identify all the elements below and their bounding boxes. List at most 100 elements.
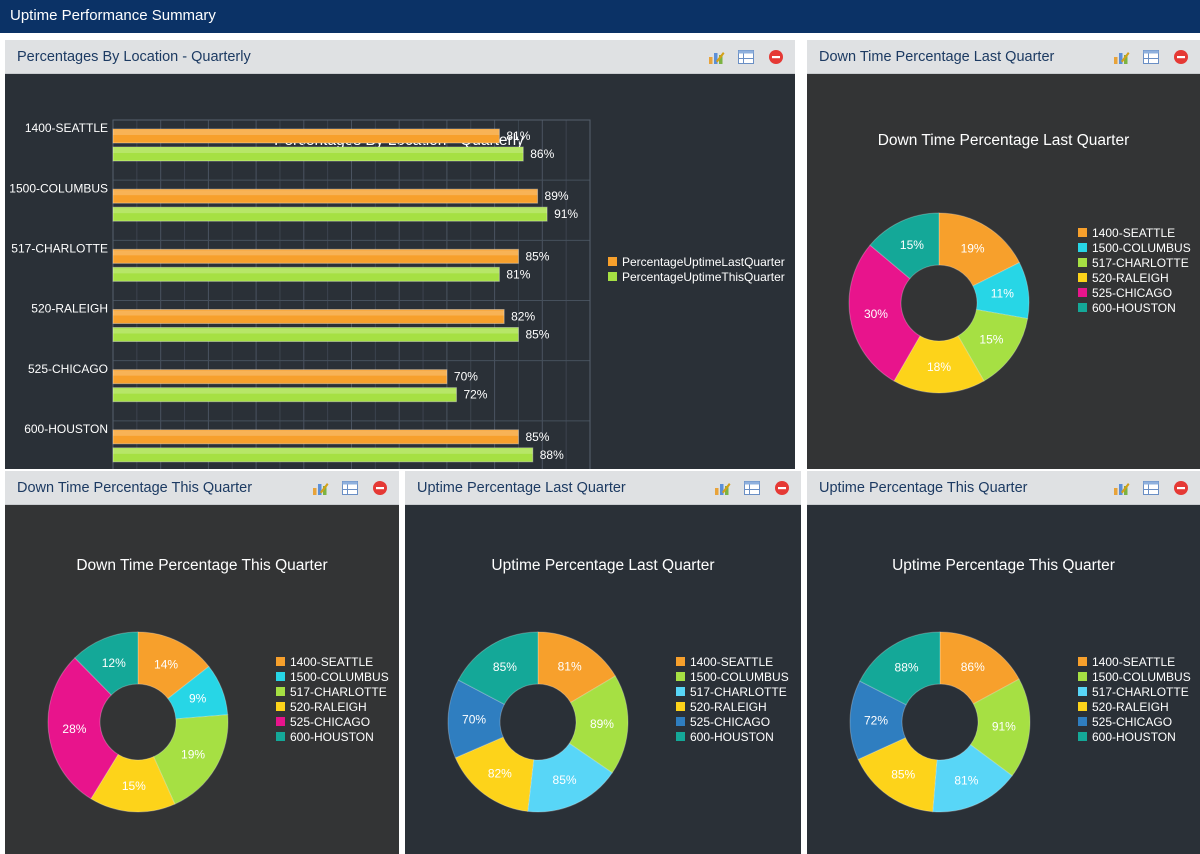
pie-slice[interactable] xyxy=(932,743,1013,813)
bar[interactable] xyxy=(112,128,500,144)
panel-title: Uptime Percentage Last Quarter xyxy=(417,480,626,496)
pie-slice[interactable] xyxy=(849,680,907,761)
bar[interactable] xyxy=(112,248,519,264)
pie-slice[interactable] xyxy=(537,631,617,704)
slice-label: 15% xyxy=(979,333,1003,347)
chart-type-icon[interactable] xyxy=(713,479,731,497)
bar-highlight xyxy=(113,388,457,394)
chart-title: Uptime Percentage Last Quarter xyxy=(491,557,714,574)
data-label: 88% xyxy=(540,448,564,462)
close-icon[interactable] xyxy=(767,48,785,66)
legend-swatch xyxy=(676,687,685,696)
pie-slice[interactable] xyxy=(972,261,1030,320)
legend-swatch xyxy=(276,657,285,666)
panel-percentages-by-location: Percentages By Location - Quarterly Perc… xyxy=(5,40,795,469)
chart-area: Down Time Percentage This Quarter 14% 9% 19… xyxy=(5,505,399,854)
pie-slice[interactable] xyxy=(447,679,506,759)
slice-label: 9% xyxy=(189,692,207,706)
pie-slice[interactable] xyxy=(857,737,938,813)
pie-slice[interactable] xyxy=(90,753,176,813)
slice-label: 82% xyxy=(488,766,512,780)
bar[interactable] xyxy=(112,429,519,445)
app-title: Uptime Performance Summary xyxy=(0,0,1200,33)
pie-slice[interactable] xyxy=(969,678,1031,777)
legend-swatch xyxy=(676,657,685,666)
donut-chart: Down Time Percentage Last Quarter 19% 11% 1… xyxy=(848,132,1191,394)
legend-label: 517-CHARLOTTE xyxy=(290,685,387,699)
pie-slice[interactable] xyxy=(454,736,535,812)
bar[interactable] xyxy=(112,188,539,204)
bar[interactable] xyxy=(112,266,500,282)
bar[interactable] xyxy=(112,447,534,463)
panel-header: Percentages By Location - Quarterly xyxy=(5,40,795,74)
pie-slice[interactable] xyxy=(938,212,1021,287)
legend-label: 1500-COLUMBUS xyxy=(690,670,789,684)
data-grid-icon[interactable] xyxy=(1142,479,1160,497)
pie-slice[interactable] xyxy=(457,631,539,705)
legend-swatch xyxy=(1078,258,1087,267)
pie-slice[interactable] xyxy=(137,631,210,700)
bar-highlight xyxy=(113,370,447,376)
close-icon[interactable] xyxy=(1172,479,1190,497)
bar-highlight xyxy=(113,250,519,256)
legend-label: 525-CHICAGO xyxy=(290,715,370,729)
pie-slice[interactable] xyxy=(152,714,229,805)
chart-title: Uptime Percentage This Quarter xyxy=(892,557,1115,574)
pie-slice[interactable] xyxy=(568,675,629,774)
legend-label: 600-HOUSTON xyxy=(290,730,374,744)
bar-highlight xyxy=(113,310,505,316)
pie-slice[interactable] xyxy=(893,335,985,394)
chart-type-icon[interactable] xyxy=(707,48,725,66)
bar-highlight xyxy=(113,328,519,334)
panel-title: Uptime Percentage This Quarter xyxy=(819,480,1028,496)
bar[interactable] xyxy=(112,327,519,342)
pie-slice[interactable] xyxy=(74,631,139,696)
close-icon[interactable] xyxy=(371,479,389,497)
data-grid-icon[interactable] xyxy=(1142,48,1160,66)
bar[interactable] xyxy=(112,146,524,162)
legend-swatch xyxy=(1078,687,1087,696)
slice-label: 85% xyxy=(493,660,517,674)
slice-label: 91% xyxy=(992,720,1016,734)
bar[interactable] xyxy=(112,387,457,403)
bar[interactable] xyxy=(112,309,505,324)
chart-type-icon[interactable] xyxy=(311,479,329,497)
slice-label: 86% xyxy=(961,660,985,674)
legend-label: 1500-COLUMBUS xyxy=(1092,241,1191,255)
data-grid-icon[interactable] xyxy=(737,48,755,66)
legend-label: 525-CHICAGO xyxy=(690,715,770,729)
pie-slice[interactable] xyxy=(957,309,1029,382)
slice-label: 19% xyxy=(961,242,985,256)
chart-area: Down Time Percentage Last Quarter 19% 11% 1… xyxy=(807,74,1200,469)
data-label: 82% xyxy=(511,310,535,324)
panel-downtime-last-quarter: Down Time Percentage Last Quarter Down T… xyxy=(807,40,1200,469)
pie-slice[interactable] xyxy=(527,742,613,813)
pie-slice[interactable] xyxy=(859,631,941,706)
legend-label: 1500-COLUMBUS xyxy=(290,670,389,684)
bar-chart: Percentages By Location - Quarterly01020… xyxy=(9,119,785,469)
panel-title: Down Time Percentage This Quarter xyxy=(17,480,253,496)
close-icon[interactable] xyxy=(1172,48,1190,66)
panel-uptime-this-quarter: Uptime Percentage This Quarter Uptime Pe… xyxy=(807,471,1200,854)
slice-label: 12% xyxy=(102,656,126,670)
panel-downtime-this-quarter: Down Time Percentage This Quarter Down T… xyxy=(5,471,399,854)
chart-type-icon[interactable] xyxy=(1112,48,1130,66)
slice-label: 85% xyxy=(553,773,577,787)
pie-slice[interactable] xyxy=(848,244,921,382)
slice-label: 81% xyxy=(558,659,582,673)
close-icon[interactable] xyxy=(773,479,791,497)
pie-slice[interactable] xyxy=(869,212,940,280)
bar[interactable] xyxy=(112,369,448,385)
bar[interactable] xyxy=(112,206,548,222)
legend-label: PercentageUptimeThisQuarter xyxy=(622,270,785,284)
data-grid-icon[interactable] xyxy=(743,479,761,497)
data-grid-icon[interactable] xyxy=(341,479,359,497)
slice-label: 19% xyxy=(181,748,205,762)
chart-type-icon[interactable] xyxy=(1112,479,1130,497)
legend-label: 600-HOUSTON xyxy=(1092,301,1176,315)
pie-slice[interactable] xyxy=(47,657,119,800)
legend-label: 1400-SEATTLE xyxy=(690,655,773,669)
slice-label: 18% xyxy=(927,360,951,374)
legend-label: 1400-SEATTLE xyxy=(290,655,373,669)
pie-slice[interactable] xyxy=(939,631,1020,705)
